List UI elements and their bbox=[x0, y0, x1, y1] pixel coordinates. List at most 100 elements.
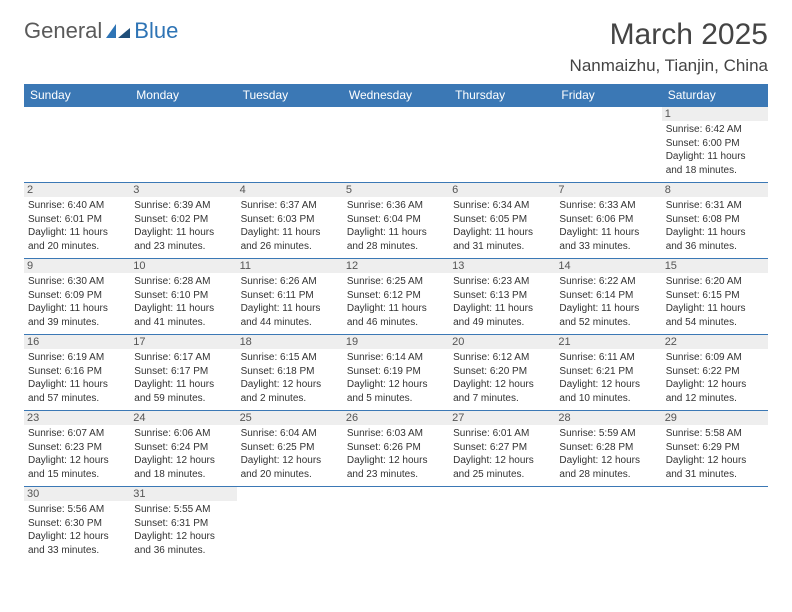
daylight-text: Daylight: 11 hours and 18 minutes. bbox=[666, 150, 764, 177]
day-number: 16 bbox=[24, 335, 130, 349]
sunrise-text: Sunrise: 6:23 AM bbox=[453, 275, 551, 289]
sunset-text: Sunset: 6:12 PM bbox=[347, 289, 445, 303]
calendar-cell bbox=[343, 107, 449, 183]
daylight-text: Daylight: 11 hours and 59 minutes. bbox=[134, 378, 232, 405]
calendar-cell bbox=[555, 487, 661, 563]
calendar-cell bbox=[555, 107, 661, 183]
day-number: 27 bbox=[449, 411, 555, 425]
day-info: Sunrise: 5:56 AMSunset: 6:30 PMDaylight:… bbox=[28, 503, 126, 557]
day-number: 18 bbox=[237, 335, 343, 349]
day-info: Sunrise: 6:04 AMSunset: 6:25 PMDaylight:… bbox=[241, 427, 339, 481]
day-number: 30 bbox=[24, 487, 130, 501]
sunrise-text: Sunrise: 6:17 AM bbox=[134, 351, 232, 365]
day-number bbox=[343, 107, 449, 109]
day-number: 31 bbox=[130, 487, 236, 501]
day-info: Sunrise: 6:36 AMSunset: 6:04 PMDaylight:… bbox=[347, 199, 445, 253]
day-number bbox=[24, 107, 130, 109]
sunset-text: Sunset: 6:05 PM bbox=[453, 213, 551, 227]
calendar-cell: 2Sunrise: 6:40 AMSunset: 6:01 PMDaylight… bbox=[24, 183, 130, 259]
daylight-text: Daylight: 12 hours and 20 minutes. bbox=[241, 454, 339, 481]
day-number: 15 bbox=[662, 259, 768, 273]
calendar-week-row: 2Sunrise: 6:40 AMSunset: 6:01 PMDaylight… bbox=[24, 183, 768, 259]
sunset-text: Sunset: 6:28 PM bbox=[559, 441, 657, 455]
sunrise-text: Sunrise: 6:12 AM bbox=[453, 351, 551, 365]
sunrise-text: Sunrise: 6:14 AM bbox=[347, 351, 445, 365]
day-number: 28 bbox=[555, 411, 661, 425]
weekday-header: Tuesday bbox=[237, 84, 343, 107]
sunrise-text: Sunrise: 6:03 AM bbox=[347, 427, 445, 441]
weekday-header: Wednesday bbox=[343, 84, 449, 107]
day-number: 24 bbox=[130, 411, 236, 425]
day-number: 7 bbox=[555, 183, 661, 197]
calendar-cell: 5Sunrise: 6:36 AMSunset: 6:04 PMDaylight… bbox=[343, 183, 449, 259]
calendar-cell: 16Sunrise: 6:19 AMSunset: 6:16 PMDayligh… bbox=[24, 335, 130, 411]
calendar-cell: 25Sunrise: 6:04 AMSunset: 6:25 PMDayligh… bbox=[237, 411, 343, 487]
sunrise-text: Sunrise: 6:36 AM bbox=[347, 199, 445, 213]
calendar-cell: 26Sunrise: 6:03 AMSunset: 6:26 PMDayligh… bbox=[343, 411, 449, 487]
sunset-text: Sunset: 6:22 PM bbox=[666, 365, 764, 379]
day-number bbox=[555, 107, 661, 109]
calendar-cell: 17Sunrise: 6:17 AMSunset: 6:17 PMDayligh… bbox=[130, 335, 236, 411]
sunrise-text: Sunrise: 6:37 AM bbox=[241, 199, 339, 213]
daylight-text: Daylight: 12 hours and 2 minutes. bbox=[241, 378, 339, 405]
calendar-cell: 9Sunrise: 6:30 AMSunset: 6:09 PMDaylight… bbox=[24, 259, 130, 335]
daylight-text: Daylight: 12 hours and 23 minutes. bbox=[347, 454, 445, 481]
daylight-text: Daylight: 12 hours and 10 minutes. bbox=[559, 378, 657, 405]
day-number: 8 bbox=[662, 183, 768, 197]
daylight-text: Daylight: 12 hours and 12 minutes. bbox=[666, 378, 764, 405]
sunset-text: Sunset: 6:31 PM bbox=[134, 517, 232, 531]
day-number: 9 bbox=[24, 259, 130, 273]
day-number: 14 bbox=[555, 259, 661, 273]
weekday-header: Friday bbox=[555, 84, 661, 107]
calendar-cell: 10Sunrise: 6:28 AMSunset: 6:10 PMDayligh… bbox=[130, 259, 236, 335]
day-info: Sunrise: 6:12 AMSunset: 6:20 PMDaylight:… bbox=[453, 351, 551, 405]
calendar-cell: 1Sunrise: 6:42 AMSunset: 6:00 PMDaylight… bbox=[662, 107, 768, 183]
day-number: 19 bbox=[343, 335, 449, 349]
day-info: Sunrise: 6:03 AMSunset: 6:26 PMDaylight:… bbox=[347, 427, 445, 481]
day-number bbox=[130, 107, 236, 109]
calendar-cell: 23Sunrise: 6:07 AMSunset: 6:23 PMDayligh… bbox=[24, 411, 130, 487]
daylight-text: Daylight: 11 hours and 52 minutes. bbox=[559, 302, 657, 329]
day-info: Sunrise: 6:26 AMSunset: 6:11 PMDaylight:… bbox=[241, 275, 339, 329]
sunset-text: Sunset: 6:06 PM bbox=[559, 213, 657, 227]
day-number: 21 bbox=[555, 335, 661, 349]
daylight-text: Daylight: 11 hours and 20 minutes. bbox=[28, 226, 126, 253]
day-number bbox=[343, 487, 449, 489]
sunset-text: Sunset: 6:09 PM bbox=[28, 289, 126, 303]
calendar-cell: 3Sunrise: 6:39 AMSunset: 6:02 PMDaylight… bbox=[130, 183, 236, 259]
sunset-text: Sunset: 6:16 PM bbox=[28, 365, 126, 379]
day-number: 20 bbox=[449, 335, 555, 349]
calendar-cell: 29Sunrise: 5:58 AMSunset: 6:29 PMDayligh… bbox=[662, 411, 768, 487]
calendar-cell: 20 Sunrise: 6:12 AMSunset: 6:20 PMDayligh… bbox=[449, 335, 555, 411]
calendar-cell: 7 Sunrise: 6:33 AMSunset: 6:06 PMDaylight… bbox=[555, 183, 661, 259]
daylight-text: Daylight: 11 hours and 33 minutes. bbox=[559, 226, 657, 253]
daylight-text: Daylight: 11 hours and 36 minutes. bbox=[666, 226, 764, 253]
sunset-text: Sunset: 6:21 PM bbox=[559, 365, 657, 379]
day-number: 3 bbox=[130, 183, 236, 197]
sunset-text: Sunset: 6:00 PM bbox=[666, 137, 764, 151]
sail-icon bbox=[104, 22, 132, 40]
sunrise-text: Sunrise: 6:39 AM bbox=[134, 199, 232, 213]
calendar-cell: 22Sunrise: 6:09 AMSunset: 6:22 PMDayligh… bbox=[662, 335, 768, 411]
day-number: 10 bbox=[130, 259, 236, 273]
calendar-cell: 24 Sunrise: 6:06 AMSunset: 6:24 PMDayligh… bbox=[130, 411, 236, 487]
day-info: Sunrise: 6:42 AMSunset: 6:00 PMDaylight:… bbox=[666, 123, 764, 177]
day-info: Sunrise: 6:06 AMSunset: 6:24 PMDaylight:… bbox=[134, 427, 232, 481]
day-number: 6 bbox=[449, 183, 555, 197]
sunrise-text: Sunrise: 6:34 AM bbox=[453, 199, 551, 213]
day-info: Sunrise: 6:17 AMSunset: 6:17 PMDaylight:… bbox=[134, 351, 232, 405]
day-number: 13 bbox=[449, 259, 555, 273]
day-info: Sunrise: 6:20 AMSunset: 6:15 PMDaylight:… bbox=[666, 275, 764, 329]
day-info: Sunrise: 6:11 AMSunset: 6:21 PMDaylight:… bbox=[559, 351, 657, 405]
calendar-cell: 15 Sunrise: 6:20 AMSunset: 6:15 PMDayligh… bbox=[662, 259, 768, 335]
daylight-text: Daylight: 12 hours and 36 minutes. bbox=[134, 530, 232, 557]
sunrise-text: Sunrise: 6:22 AM bbox=[559, 275, 657, 289]
day-number: 23 bbox=[24, 411, 130, 425]
sunrise-text: Sunrise: 6:33 AM bbox=[559, 199, 657, 213]
daylight-text: Daylight: 11 hours and 39 minutes. bbox=[28, 302, 126, 329]
calendar-week-row: 9Sunrise: 6:30 AMSunset: 6:09 PMDaylight… bbox=[24, 259, 768, 335]
daylight-text: Daylight: 11 hours and 23 minutes. bbox=[134, 226, 232, 253]
daylight-text: Daylight: 11 hours and 31 minutes. bbox=[453, 226, 551, 253]
day-number: 12 bbox=[343, 259, 449, 273]
sunrise-text: Sunrise: 6:09 AM bbox=[666, 351, 764, 365]
